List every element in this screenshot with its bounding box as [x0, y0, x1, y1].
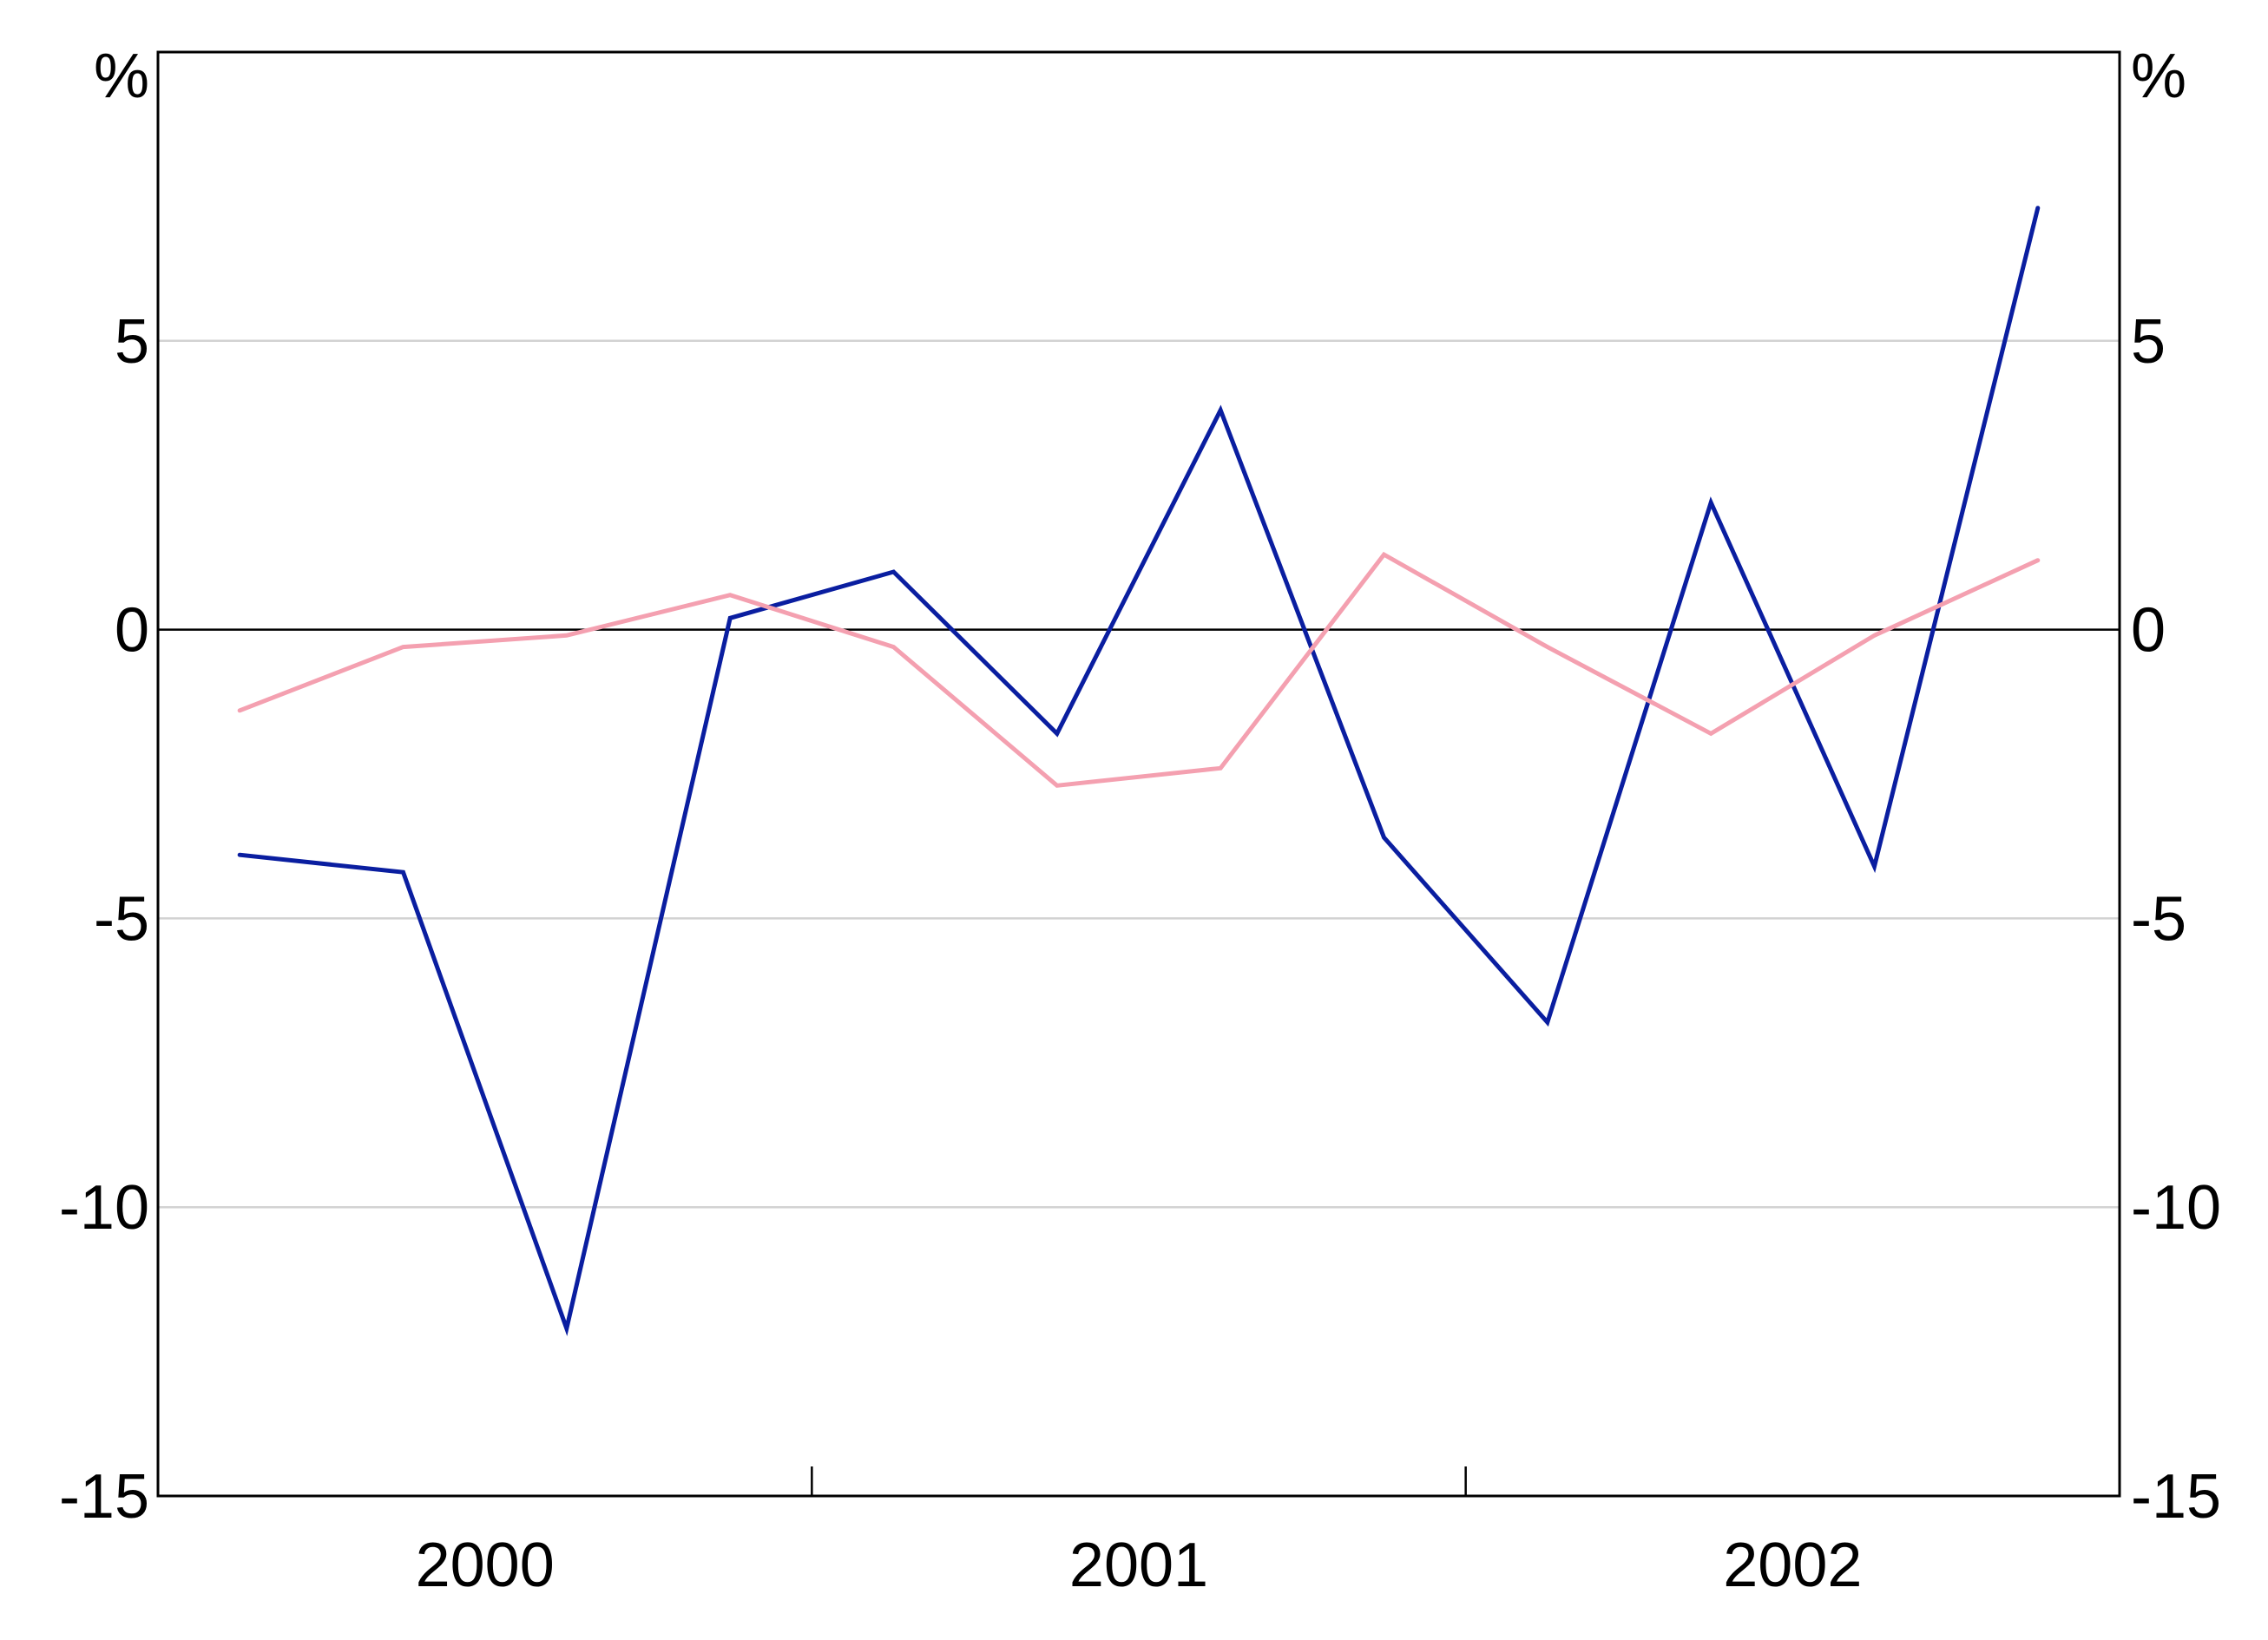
right-y-tick-label: 0 [2131, 596, 2166, 666]
x-tick-label: 2002 [1723, 1531, 1862, 1600]
y-axis-tick-labels: -15 -15 -10 -10 -5 -5 0 0 5 5 [59, 307, 2221, 1532]
series-line-2 [237, 551, 2041, 788]
left-y-tick-label: 5 [115, 307, 149, 377]
right-y-tick-label: -5 [2131, 884, 2186, 954]
left-y-tick-label: 0 [115, 596, 149, 666]
series-line-1 [237, 206, 2041, 1336]
right-y-tick-label: -15 [2131, 1462, 2221, 1532]
right-y-tick-label: -10 [2131, 1173, 2221, 1243]
right-y-unit-label: % [2131, 42, 2186, 111]
left-y-tick-label: -5 [94, 884, 149, 954]
x-tick-label: 2000 [416, 1531, 555, 1600]
plot-frame [156, 50, 2121, 1498]
left-y-unit-label: % [94, 42, 149, 111]
gridlines [158, 339, 2120, 1209]
x-tick-label: 2001 [1069, 1531, 1208, 1600]
right-y-tick-label: 5 [2131, 307, 2166, 377]
left-y-tick-label: -10 [59, 1173, 149, 1243]
left-y-tick-label: -15 [59, 1462, 149, 1532]
series-lines [237, 206, 2041, 1336]
x-axis-year-labels: 2000 2001 2002 [416, 1531, 1863, 1600]
x-axis-ticks [811, 1466, 1467, 1496]
